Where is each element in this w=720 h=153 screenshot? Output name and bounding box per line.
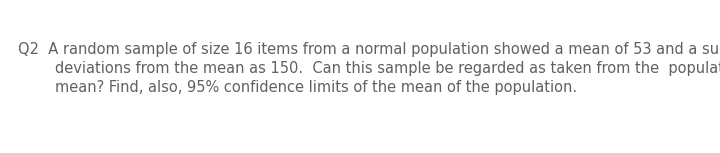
Text: Q2  A random sample of size 16 items from a normal population showed a mean of 5: Q2 A random sample of size 16 items from… — [18, 42, 720, 57]
Text: deviations from the mean as 150.  Can this sample be regarded as taken from the : deviations from the mean as 150. Can thi… — [18, 61, 720, 76]
Text: mean? Find, also, 95% confidence limits of the mean of the population.: mean? Find, also, 95% confidence limits … — [18, 80, 577, 95]
